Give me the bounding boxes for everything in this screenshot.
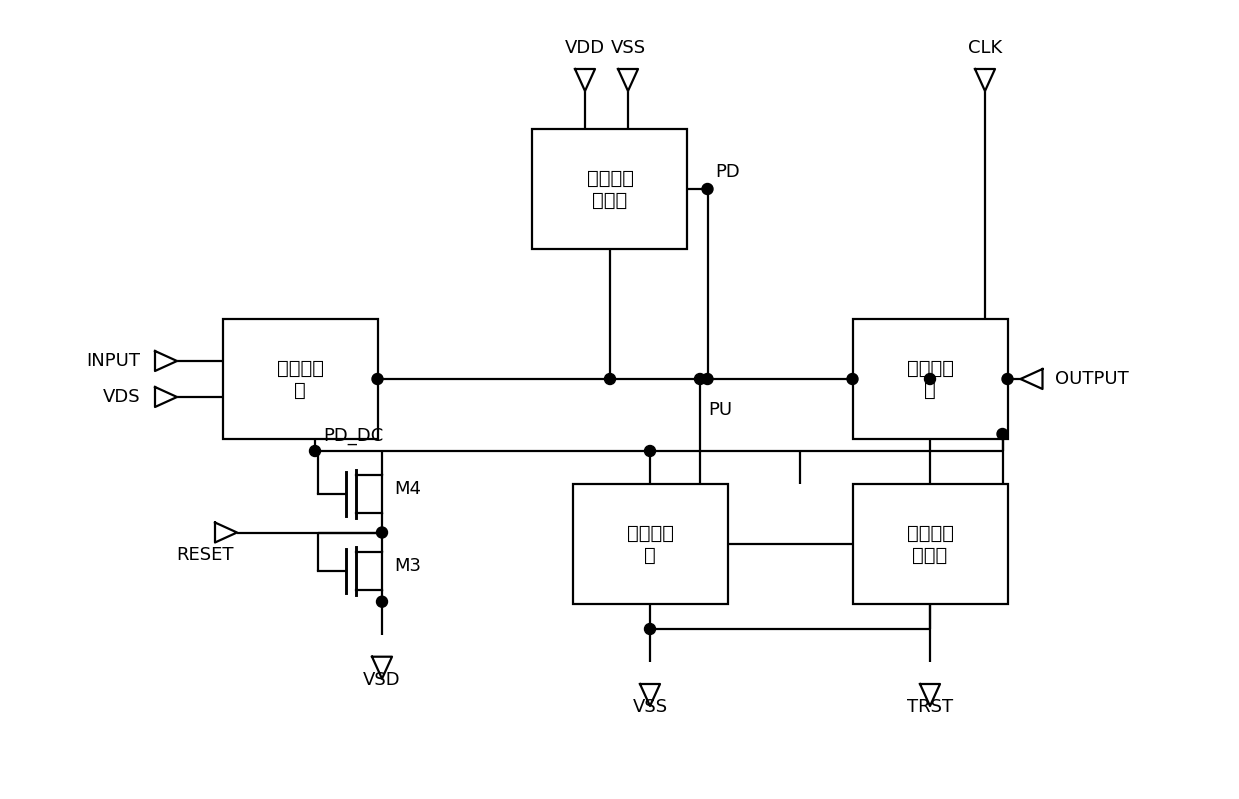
Text: RESET: RESET	[176, 547, 234, 565]
Text: VDD: VDD	[565, 39, 605, 57]
Text: 输出子电
路: 输出子电 路	[907, 359, 954, 400]
Circle shape	[310, 446, 321, 456]
Text: PD_DC: PD_DC	[323, 427, 383, 445]
Text: OUTPUT: OUTPUT	[1054, 370, 1129, 388]
Circle shape	[377, 596, 388, 607]
Circle shape	[1002, 373, 1014, 384]
Text: INPUT: INPUT	[85, 352, 140, 370]
Circle shape	[847, 373, 857, 384]
Circle shape	[703, 184, 712, 194]
Polygon shape	[641, 684, 660, 706]
Circle shape	[372, 373, 383, 384]
Text: VSS: VSS	[632, 698, 668, 716]
Text: 输入子电
路: 输入子电 路	[276, 359, 323, 400]
Circle shape	[644, 623, 655, 634]
Text: 下拉子电
路: 下拉子电 路	[627, 523, 674, 565]
Polygon shape	[618, 69, 638, 91]
Polygon shape	[155, 387, 177, 407]
Polygon shape	[372, 657, 392, 678]
Text: 第二复位
子电路: 第二复位 子电路	[907, 523, 954, 565]
Text: CLK: CLK	[968, 39, 1002, 57]
Polygon shape	[921, 684, 940, 706]
Circle shape	[605, 373, 616, 384]
Text: M3: M3	[394, 557, 421, 575]
Polygon shape	[216, 523, 237, 543]
Text: TRST: TRST	[907, 698, 953, 716]
Circle shape	[703, 373, 712, 384]
Circle shape	[924, 373, 935, 384]
Bar	[852, 319, 1007, 439]
Polygon shape	[1021, 369, 1042, 389]
Bar	[223, 319, 378, 439]
Text: PD: PD	[715, 163, 740, 181]
Circle shape	[644, 446, 655, 456]
Text: VSD: VSD	[363, 670, 400, 689]
Polygon shape	[975, 69, 995, 91]
Circle shape	[997, 428, 1009, 439]
Text: VDS: VDS	[103, 388, 140, 406]
Bar	[572, 484, 727, 604]
Text: 下拉控制
子电路: 下拉控制 子电路	[586, 169, 633, 209]
Circle shape	[377, 527, 388, 538]
Polygon shape	[575, 69, 595, 91]
Polygon shape	[155, 351, 177, 371]
Bar	[852, 484, 1007, 604]
Circle shape	[695, 373, 705, 384]
Bar	[533, 129, 688, 249]
Text: VSS: VSS	[611, 39, 646, 57]
Text: PU: PU	[707, 401, 732, 419]
Text: M4: M4	[394, 480, 421, 498]
